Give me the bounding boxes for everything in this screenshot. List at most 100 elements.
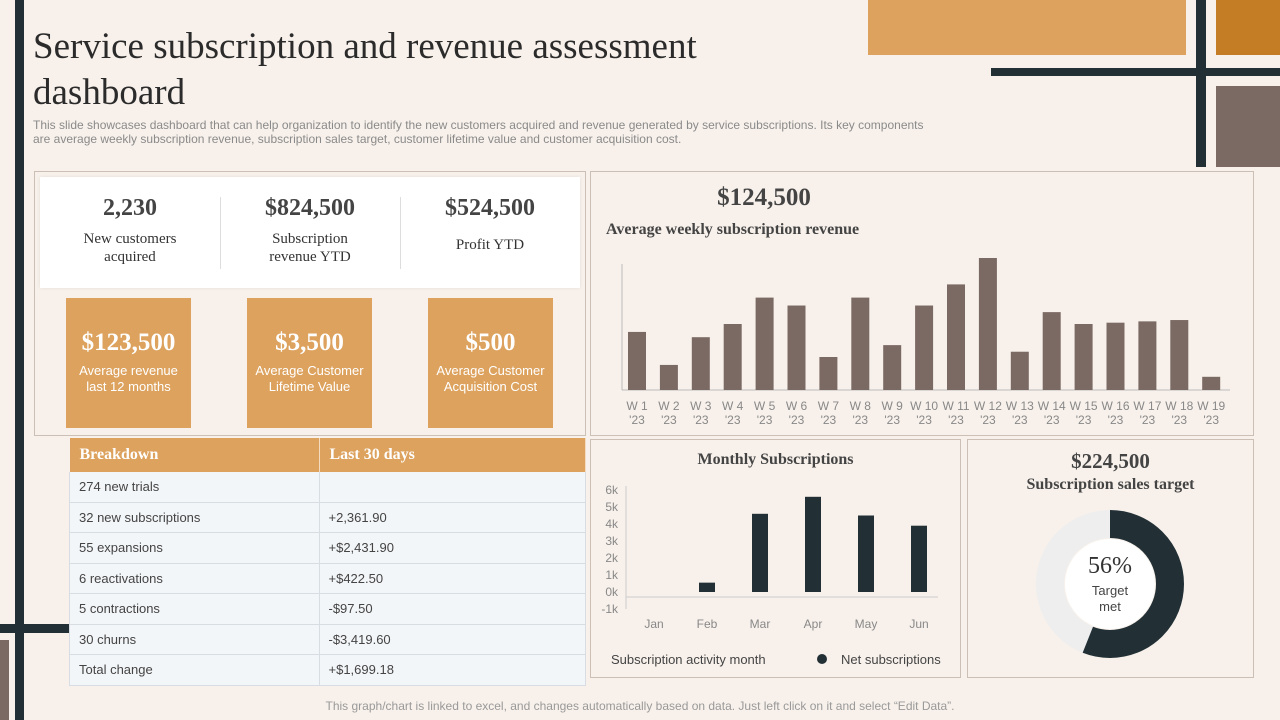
bar: [883, 345, 902, 390]
monthly-subscriptions-title: Monthly Subscriptions: [697, 451, 854, 468]
bar: [851, 297, 870, 390]
table-cell: +$422.50: [319, 563, 586, 594]
monthly-subscriptions-chart: 6k 5k 4k 3k 2k 1k 0k -1k Jan Feb Mar Apr May Jun: [601, 483, 938, 631]
x-tick-label: W 1: [626, 399, 648, 413]
kpi-label: Profit YTD: [455, 237, 525, 253]
y-tick-label: 1k: [605, 568, 619, 582]
table-cell: 32 new subscriptions: [69, 502, 320, 533]
kpi-value: $524,500: [445, 195, 535, 221]
x-tick-label: W 11: [942, 399, 969, 413]
bar: [723, 324, 742, 390]
bar: [1202, 376, 1221, 390]
x-tick-label: '23: [1044, 413, 1060, 427]
x-tick-label: '23: [757, 413, 773, 427]
x-tick-label: W 5: [754, 399, 776, 413]
bar: [915, 305, 934, 390]
x-tick-label: '23: [629, 413, 645, 427]
x-tick-label: W 12: [974, 399, 1002, 413]
kpi-subscription-revenue: $824,500 Subscription revenue YTD: [220, 195, 400, 266]
top-orange-block: [868, 0, 1186, 55]
kpi-label: Subscription revenue YTD: [269, 231, 351, 265]
table-cell: +$2,431.90: [319, 532, 586, 564]
table-cell: 6 reactivations: [69, 563, 320, 594]
table-row: Total change +$1,699.18: [69, 654, 586, 686]
donut-percent: 56%: [1088, 553, 1132, 579]
sales-target-headline: $224,500: [1071, 449, 1150, 473]
x-tick-label: '23: [725, 413, 741, 427]
y-tick-label: 2k: [605, 551, 619, 565]
x-tick-label: '23: [884, 413, 900, 427]
bar: [978, 258, 997, 390]
bar: [755, 297, 774, 390]
top-horizontal-bar: [991, 68, 1280, 76]
x-tick-label: '23: [821, 413, 837, 427]
bar: [628, 331, 646, 390]
y-tick-label: 5k: [605, 500, 619, 514]
x-tick-label: W 10: [910, 399, 938, 413]
table-cell: [319, 472, 586, 503]
x-tick-label: W 13: [1006, 399, 1034, 413]
top-vertical-bar: [1196, 0, 1206, 167]
y-tick-label: 4k: [605, 517, 619, 531]
bar: [858, 515, 874, 592]
x-tick-label: W 8: [850, 399, 872, 413]
bar: [752, 513, 768, 592]
table-row: 30 churns -$3,419.60: [69, 624, 586, 655]
x-tick-label: '23: [1012, 413, 1028, 427]
x-tick-label: W 4: [722, 399, 744, 413]
metric-acquisition-cost: $500 Average Customer Acquisition Cost: [428, 298, 553, 428]
x-tick-label: Feb: [697, 617, 718, 631]
x-tick-label: Apr: [804, 617, 823, 631]
x-tick-label: '23: [948, 413, 964, 427]
legend-label: Net subscriptions: [841, 652, 941, 667]
table-header-row: Breakdown Last 30 days: [69, 438, 586, 472]
bar: [787, 305, 806, 390]
breakdown-table: Breakdown Last 30 days 274 new trials 32…: [69, 438, 586, 686]
left-vertical-bar: [15, 0, 24, 720]
monthly-subscriptions-panel: [590, 439, 961, 678]
sales-target-donut: [1036, 510, 1184, 658]
weekly-revenue-chart: W 1'23W 2'23W 3'23W 4'23W 5'23W 6'23W 7'…: [621, 258, 1230, 427]
metric-value: $123,500: [81, 329, 176, 356]
kpi-profit: $524,500 Profit YTD: [400, 195, 580, 254]
x-tick-label: '23: [980, 413, 996, 427]
y-tick-label: 6k: [605, 483, 619, 497]
page-title: Service subscription and revenue assessm…: [33, 26, 697, 113]
y-tick-label: 0k: [605, 585, 619, 599]
donut-target-met-slice: [1036, 510, 1184, 658]
x-tick-label: '23: [852, 413, 868, 427]
weekly-revenue-panel: [590, 171, 1254, 436]
x-tick-label: W 2: [658, 399, 680, 413]
metric-label: Average revenue last 12 months: [79, 363, 178, 394]
x-tick-label: Jun: [909, 617, 928, 631]
x-tick-label: May: [855, 617, 878, 631]
kpi-label: New customers acquired: [83, 231, 177, 265]
x-tick-label: '23: [693, 413, 709, 427]
kpi-card: 2,230 New customers acquired $824,500 Su…: [40, 177, 580, 288]
bar: [1106, 322, 1125, 390]
x-tick-label: '23: [916, 413, 932, 427]
x-tick-label: '23: [1140, 413, 1156, 427]
x-tick-label: W 7: [818, 399, 840, 413]
table-row: 55 expansions +$2,431.90: [69, 532, 586, 564]
bar: [659, 364, 678, 390]
table-row: 6 reactivations +$422.50: [69, 563, 586, 594]
x-tick-label: W 14: [1038, 399, 1066, 413]
kpi-value: $824,500: [265, 195, 355, 221]
table-row: 274 new trials: [69, 472, 586, 503]
weekly-revenue-title: Average weekly subscription revenue: [606, 221, 860, 238]
table-cell: +2,361.90: [319, 502, 586, 533]
x-tick-label: '23: [1108, 413, 1124, 427]
kpi-divider: [400, 197, 401, 269]
monthly-xlabel: Subscription activity month: [611, 652, 766, 667]
table-row: 32 new subscriptions +2,361.90: [69, 502, 586, 533]
x-tick-label: Jan: [644, 617, 663, 631]
y-tick-label: -1k: [601, 602, 619, 616]
bar: [947, 284, 965, 390]
metric-label: Average Customer Acquisition Cost: [436, 363, 545, 394]
y-tick-label: 3k: [605, 534, 619, 548]
table-row: 5 contractions -$97.50: [69, 593, 586, 625]
x-tick-label: W 17: [1133, 399, 1161, 413]
bar: [699, 582, 715, 592]
table-cell: 55 expansions: [69, 532, 320, 564]
